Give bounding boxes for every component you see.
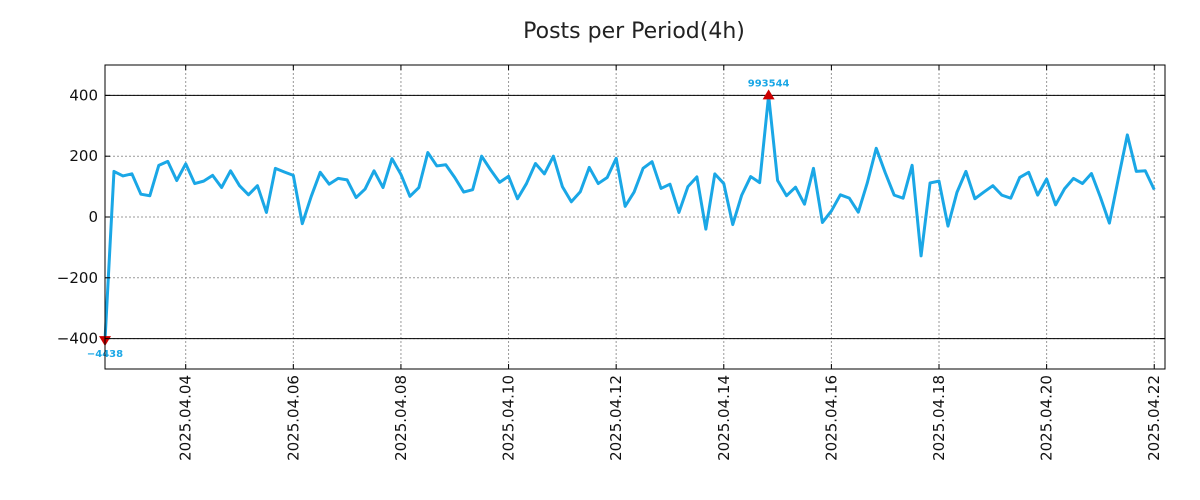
x-tick-label: 2025.04.12 <box>607 375 625 461</box>
x-tick-label: 2025.04.14 <box>715 375 733 461</box>
reference-lines <box>105 94 1165 340</box>
chart-title: Posts per Period(4h) <box>523 19 745 44</box>
x-tick-label: 2025.04.04 <box>177 375 195 461</box>
max-marker <box>762 89 775 100</box>
extreme-markers: 993544−4438 <box>87 78 790 360</box>
y-axis: 400 200 0 −200 −400 <box>57 86 1165 348</box>
grid-lines <box>105 65 1165 369</box>
y-tick-label: 400 <box>69 86 98 104</box>
y-tick-label: −200 <box>57 269 98 287</box>
series-group <box>103 93 1156 341</box>
y-tick-label: 0 <box>88 208 98 226</box>
x-tick-label: 2025.04.20 <box>1038 375 1056 461</box>
x-tick-label: 2025.04.10 <box>500 375 518 461</box>
y-tick-label: 200 <box>69 147 98 165</box>
x-axis: 2025.04.04 2025.04.06 2025.04.08 2025.04.10… <box>177 65 1163 461</box>
x-tick-label: 2025.04.16 <box>822 375 840 461</box>
max-label: 993544 <box>748 78 790 89</box>
x-tick-label: 2025.04.08 <box>392 375 410 461</box>
x-tick-label: 2025.04.22 <box>1145 375 1163 461</box>
x-tick-label: 2025.04.06 <box>284 375 302 461</box>
y-tick-label: −400 <box>57 330 98 348</box>
x-tick-label: 2025.04.18 <box>930 375 948 461</box>
series-line-posts <box>103 93 1156 341</box>
